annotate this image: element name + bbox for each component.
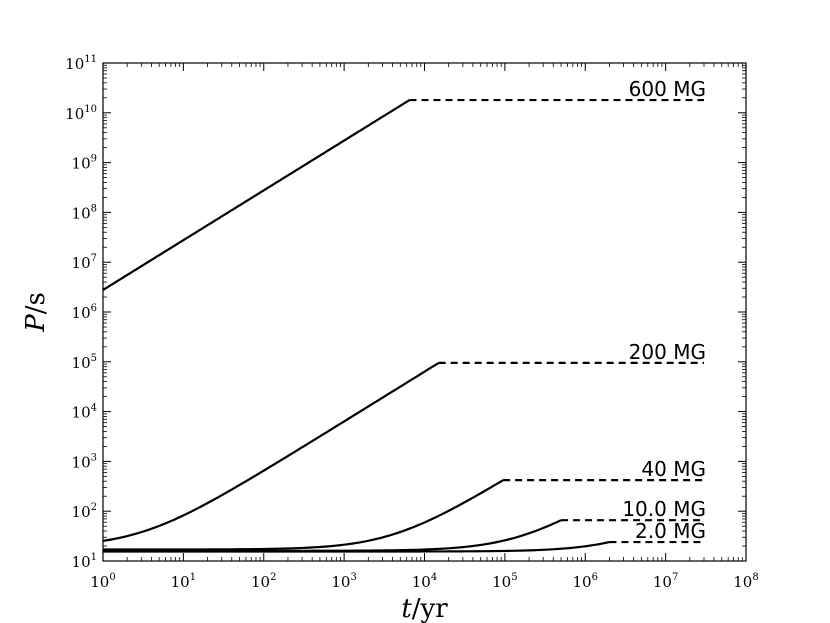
axis-ticks xyxy=(102,62,747,562)
y-axis-unit: /s xyxy=(21,292,51,314)
x-axis-title: t/yr xyxy=(401,594,448,623)
x-axis-variable: t xyxy=(401,594,412,623)
y-tick-labels: 101 102 103 104 105 106 107 108 109 1010 1011 xyxy=(65,54,97,571)
spin-evolution-curve xyxy=(102,361,440,542)
x-tick-label: 103 xyxy=(331,572,356,591)
curves xyxy=(102,98,704,553)
x-tick-label: 100 xyxy=(90,572,115,591)
x-tick-label: 101 xyxy=(171,572,196,591)
curve-label: 10.0 MG xyxy=(622,497,706,521)
y-tick-label: 106 xyxy=(72,303,97,322)
y-tick-label: 103 xyxy=(72,452,97,471)
curve-labels: 600 MG 200 MG 40 MG 10.0 MG2.0 MG xyxy=(622,77,706,543)
y-tick-label: 102 xyxy=(72,502,97,521)
y-tick-label: 105 xyxy=(72,353,97,372)
plot-frame xyxy=(102,62,747,562)
y-tick-label: 101 xyxy=(72,552,97,571)
plot-area xyxy=(102,62,747,562)
y-tick-label: 108 xyxy=(72,203,97,222)
curve-label: 40 MG xyxy=(641,457,706,481)
y-tick-label: 104 xyxy=(72,403,97,422)
x-tick-label: 104 xyxy=(412,572,437,591)
y-tick-label: 1010 xyxy=(65,104,97,123)
x-tick-label: 102 xyxy=(251,572,276,591)
spin-evolution-curve xyxy=(102,99,411,291)
x-tick-label: 106 xyxy=(573,572,598,591)
spin-evolution-curve xyxy=(103,479,504,551)
x-tick-label: 108 xyxy=(733,572,758,591)
x-axis-unit: /yr xyxy=(412,594,448,623)
y-tick-label: 107 xyxy=(72,253,97,272)
curve-label: 200 MG xyxy=(629,340,706,364)
y-axis-title: P/s xyxy=(21,292,51,333)
y-axis-variable: P xyxy=(21,314,51,333)
curve-label: 2.0 MG xyxy=(635,519,706,543)
y-tick-label: 1011 xyxy=(65,54,97,73)
spin-evolution-curve xyxy=(103,540,610,553)
x-tick-label: 107 xyxy=(653,572,678,591)
x-tick-label: 105 xyxy=(492,572,517,591)
x-tick-labels: 100 101 102 103 104 105 106 107 108 xyxy=(90,572,758,591)
y-tick-label: 109 xyxy=(72,154,97,173)
curve-label: 600 MG xyxy=(629,77,706,101)
